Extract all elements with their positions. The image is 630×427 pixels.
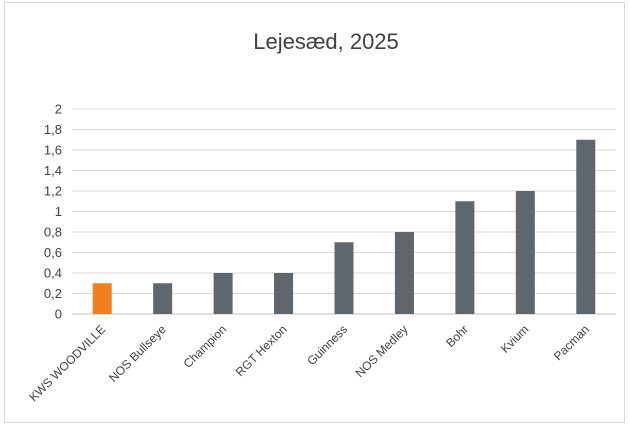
chart-title: Lejesæd, 2025 [253, 29, 399, 54]
x-category-label: Bohr [443, 322, 471, 350]
y-tick-label: 0,6 [44, 245, 62, 260]
x-category-label: NOS Bullseye [106, 322, 169, 385]
y-tick-label: 0,8 [44, 225, 62, 240]
x-category-label: Pacman [551, 322, 592, 363]
bar [455, 201, 475, 314]
x-category-label: KWS WOODVILLE [26, 322, 108, 404]
bar [213, 273, 233, 314]
bar [334, 242, 354, 314]
y-tick-label: 1 [55, 204, 62, 219]
y-tick-label: 1,2 [44, 184, 62, 199]
bars [92, 139, 596, 314]
x-category-label: RGT Hexton [233, 322, 290, 379]
y-tick-label: 0,2 [44, 286, 62, 301]
x-category-label: NOS Medley [353, 322, 411, 380]
y-axis-ticks: 0 0,2 0,4 0,6 0,8 1 1,2 1,4 1,6 1,8 2 [44, 102, 62, 322]
y-tick-label: 2 [55, 102, 62, 117]
bar [274, 273, 294, 314]
y-tick-label: 1,6 [44, 143, 62, 158]
x-category-label: Kvium [498, 322, 531, 355]
x-category-label: Champion [181, 322, 230, 371]
bar [515, 191, 535, 314]
y-tick-label: 1,4 [44, 163, 62, 178]
bar [394, 232, 414, 314]
x-category-label: Guinness [304, 322, 350, 368]
y-tick-label: 0 [55, 307, 62, 322]
y-tick-label: 1,8 [44, 122, 62, 137]
y-tick-label: 0,4 [44, 266, 62, 281]
bar [92, 283, 112, 314]
bar [153, 283, 173, 314]
bar [576, 139, 596, 314]
